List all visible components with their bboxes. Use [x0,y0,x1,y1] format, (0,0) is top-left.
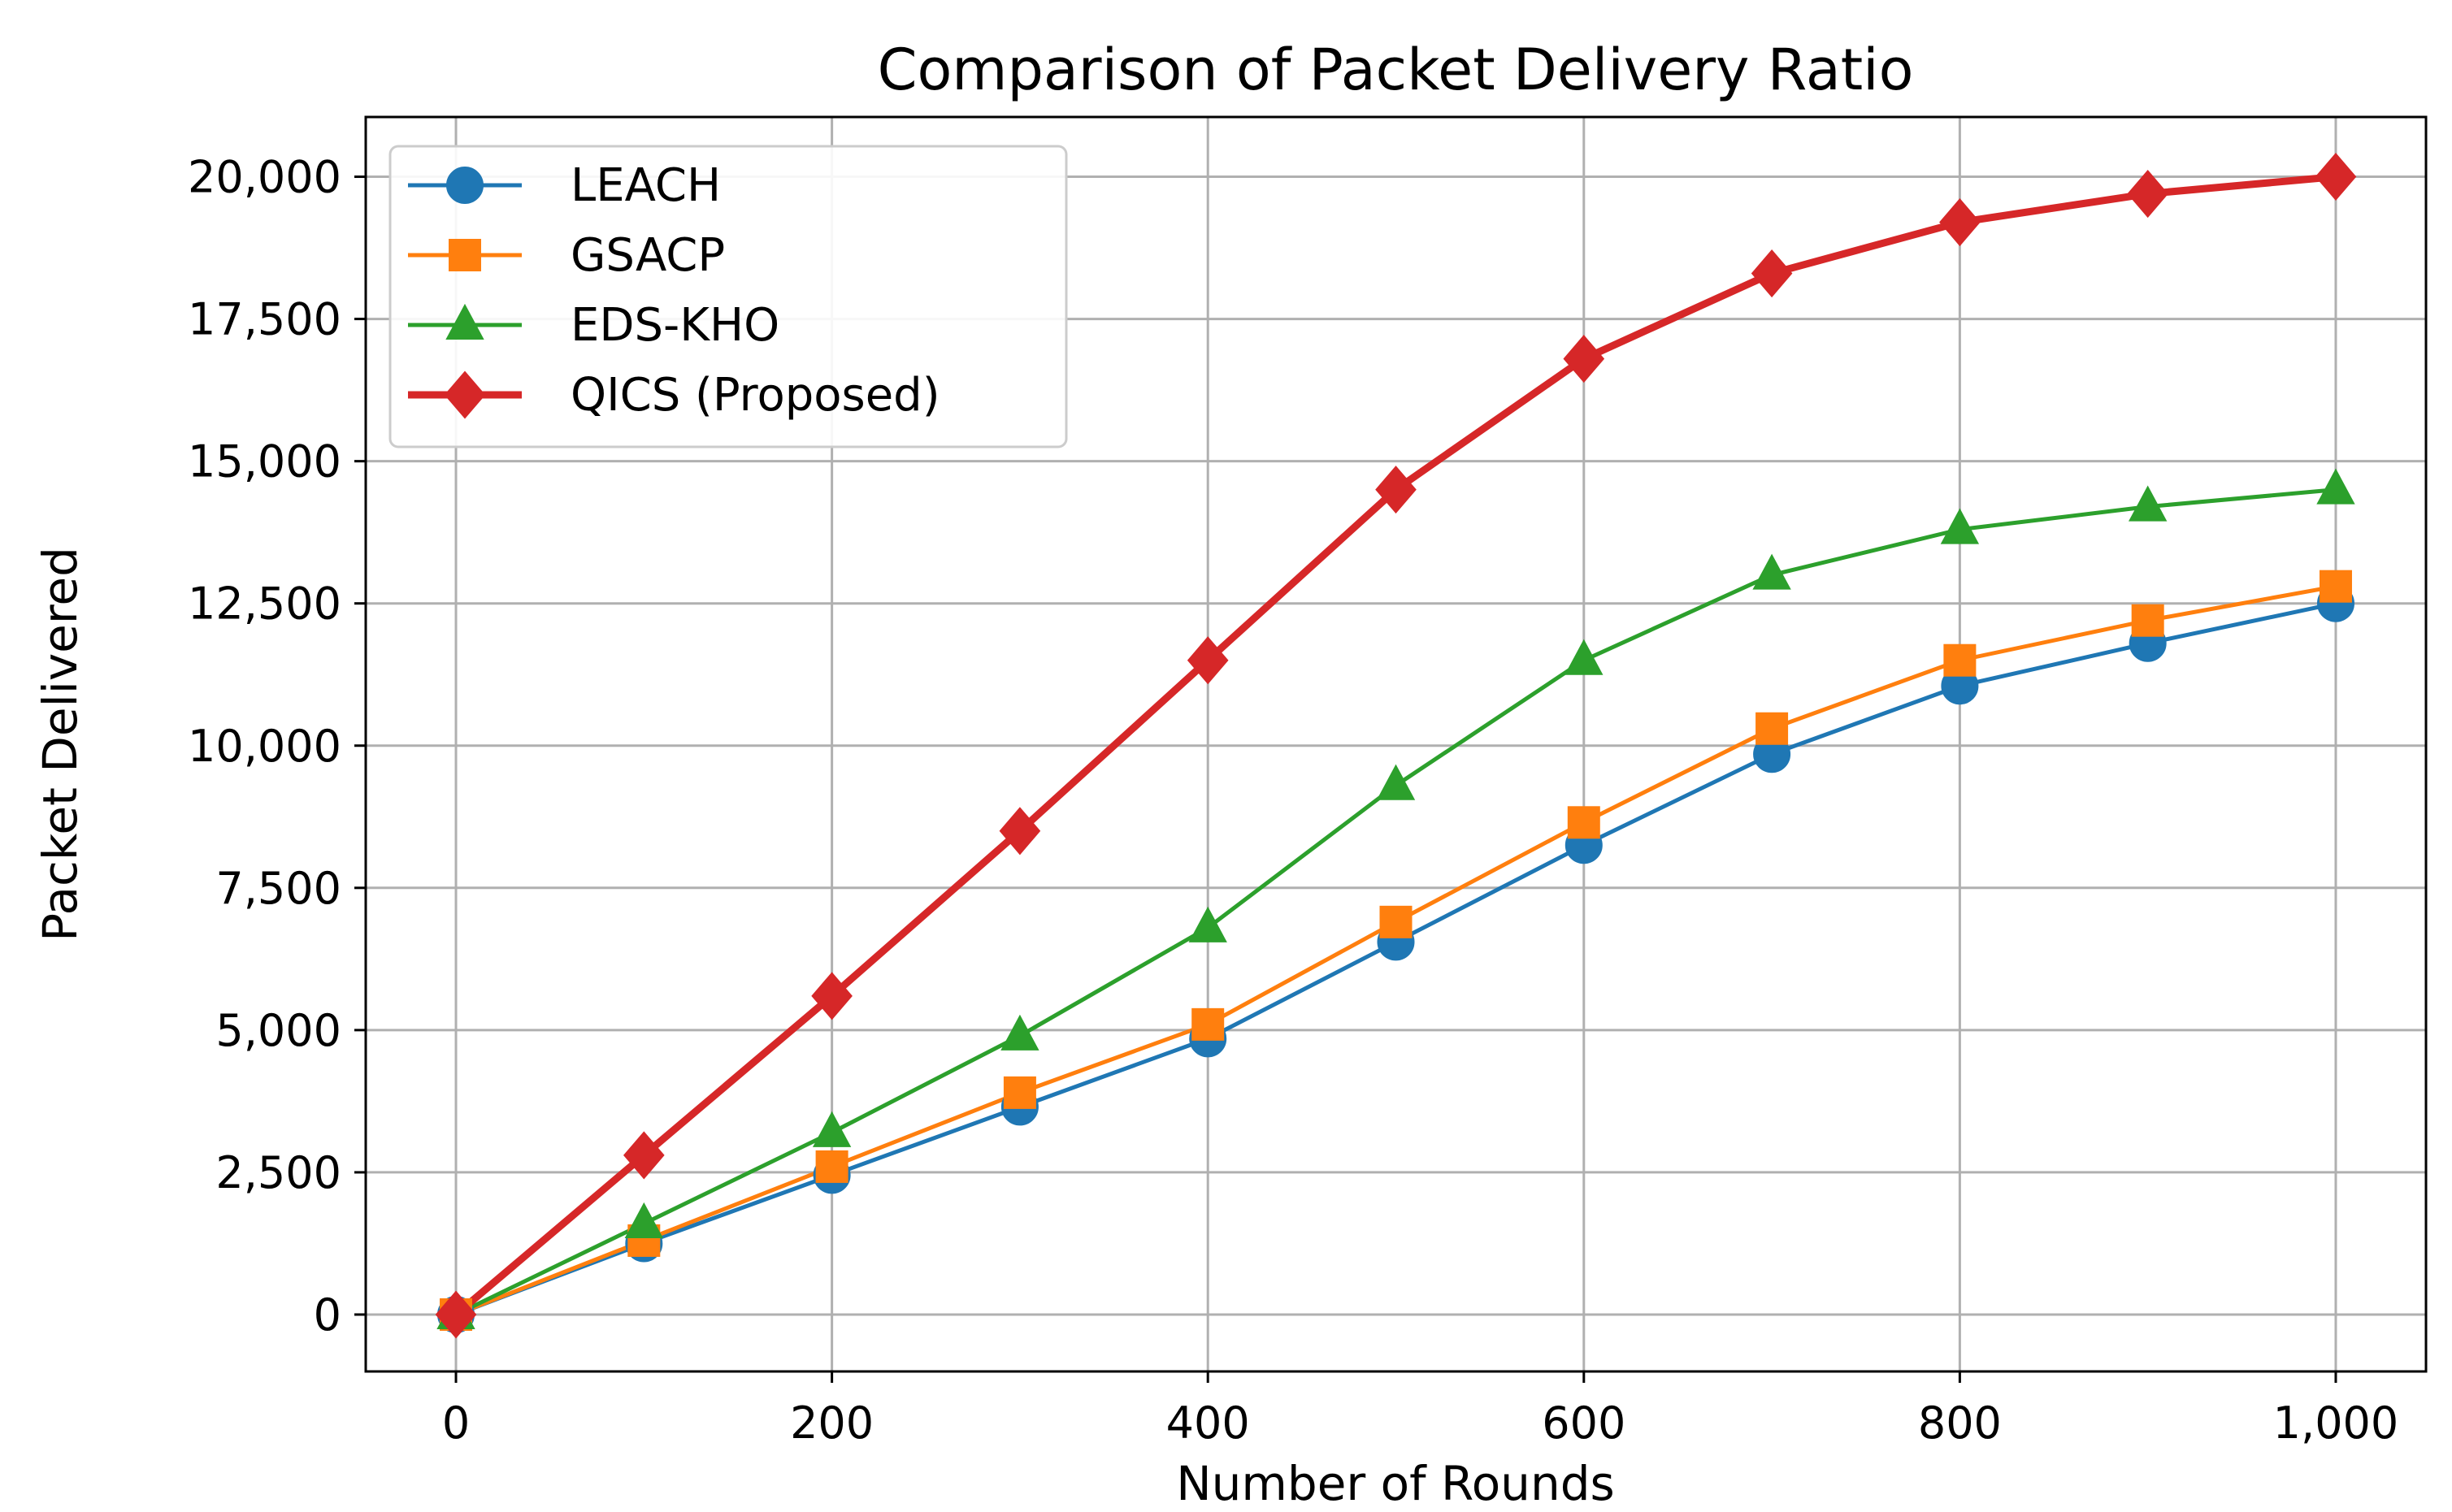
data-point-eds-kho [1000,1014,1039,1051]
y-tick-label: 7,500 [215,863,341,914]
legend-marker-leach [446,167,484,204]
data-point-qics-proposed [811,972,853,1020]
data-point-eds-kho [2129,485,2168,522]
data-point-eds-kho [624,1202,663,1238]
data-point-gsacp [1567,806,1600,839]
y-tick-label: 5,000 [215,1005,341,1056]
data-point-eds-kho [1188,906,1227,942]
x-tick-label: 400 [1166,1397,1250,1449]
x-tick-label: 0 [442,1397,470,1449]
legend-label: LEACH [571,159,721,212]
legend: LEACH GSACP EDS-KHO QICS (Proposed) [388,145,1068,448]
data-point-qics-proposed [1187,636,1229,685]
y-tick-label: 17,500 [188,294,341,345]
legend-item-qics-proposed: QICS (Proposed) [408,369,940,422]
legend-item-gsacp: GSACP [408,229,725,282]
x-tick-label: 200 [790,1397,874,1449]
y-tick-label: 0 [314,1289,341,1341]
y-tick-label: 10,000 [188,721,341,772]
data-point-qics-proposed [2315,152,2357,201]
y-tick-label: 2,500 [215,1147,341,1198]
data-point-gsacp [2319,570,2352,603]
data-point-eds-kho [2316,468,2355,505]
y-tick-label: 15,000 [188,436,341,487]
data-point-gsacp [1755,712,1789,745]
legend-marker-eds-kho [445,303,484,340]
legend-marker-gsacp [449,239,481,271]
data-point-eds-kho [1752,553,1791,590]
x-tick-label: 800 [1918,1397,2002,1449]
series-points-qics-proposed [435,152,2357,1339]
legend-label: QICS (Proposed) [571,369,940,422]
y-tick-label: 20,000 [188,152,341,203]
data-point-qics-proposed [1563,335,1605,383]
x-axis-ticks: 0 200 400 600 800 1,000 [442,1371,2398,1449]
y-tick-label: 12,500 [188,578,341,630]
data-point-qics-proposed [1939,198,1981,247]
plot-frame [364,115,2428,1373]
legend-box [388,145,1068,448]
data-point-qics-proposed [1375,466,1417,514]
data-point-gsacp [815,1150,848,1183]
legend-item-leach: LEACH [408,159,721,212]
x-tick-label: 600 [1542,1397,1625,1449]
chart-title: Comparison of Packet Delivery Ratio [878,37,1914,103]
grid-lines [366,117,2426,1371]
legend-label: GSACP [571,229,725,282]
data-point-eds-kho [1940,508,1980,544]
data-point-qics-proposed [623,1131,665,1180]
data-point-qics-proposed [2127,169,2168,219]
data-point-eds-kho [1376,764,1416,800]
data-point-gsacp [1191,1007,1225,1041]
x-axis-label: Number of Rounds [1176,1456,1615,1511]
legend-item-eds-kho: EDS-KHO [408,299,779,352]
legend-marker-qics-proposed [444,370,486,419]
data-point-eds-kho [1565,639,1604,675]
data-point-qics-proposed [1751,249,1793,298]
data-point-qics-proposed [999,807,1041,856]
data-point-gsacp [1943,643,1977,677]
data-point-gsacp [1379,905,1413,938]
y-axis-label: Packet Delivered [33,547,88,942]
data-point-gsacp [2131,604,2164,637]
data-point-qics-proposed [435,1290,477,1339]
series-markers [435,152,2357,1339]
data-point-gsacp [1003,1076,1036,1109]
x-tick-label: 1,000 [2273,1397,2399,1449]
legend-label: EDS-KHO [571,299,779,352]
y-axis-ticks: 0 2,500 5,000 7,500 10,000 12,500 15,000 17,500… [188,152,366,1341]
data-point-eds-kho [812,1111,852,1147]
